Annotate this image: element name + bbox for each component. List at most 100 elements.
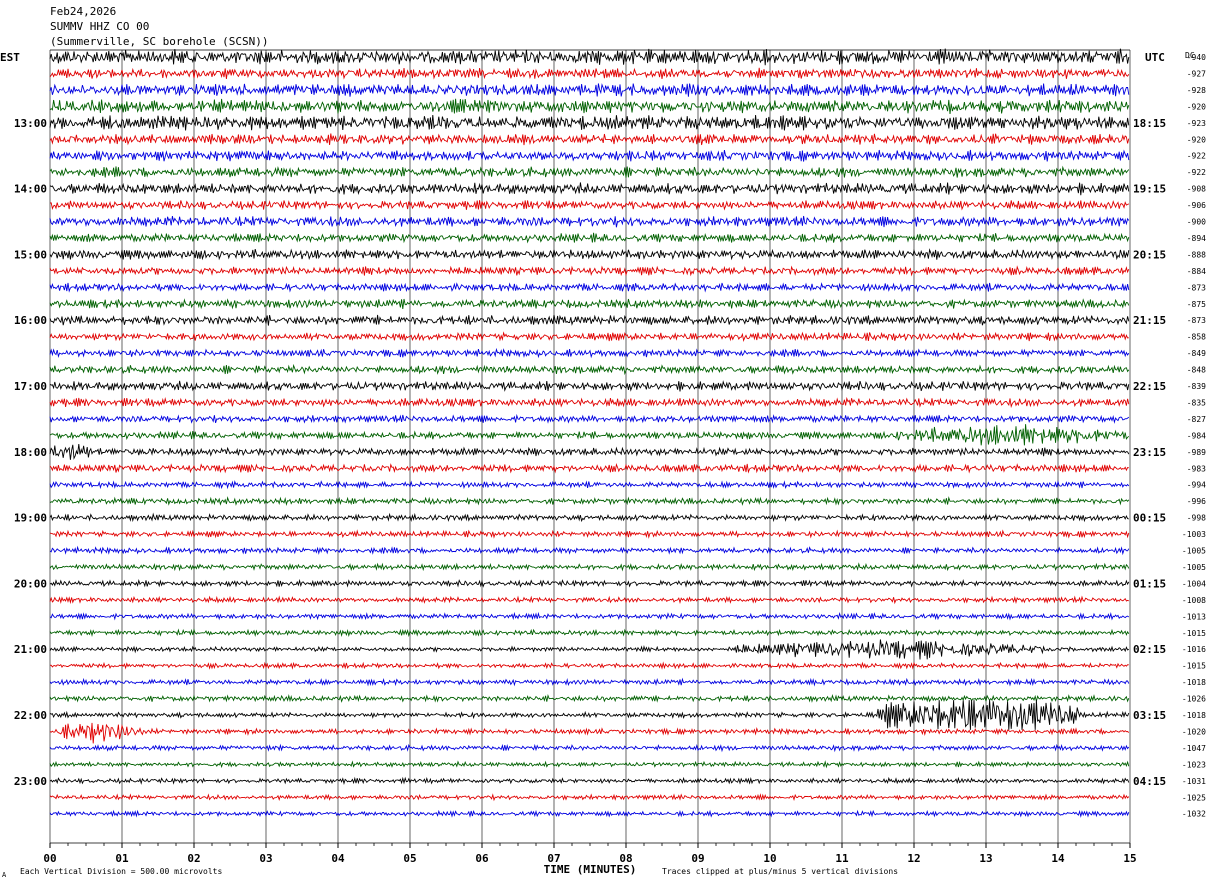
trace-row bbox=[49, 793, 1130, 802]
trace-row bbox=[49, 114, 1130, 131]
x-tick-label: 14 bbox=[1051, 852, 1065, 865]
dc-offset-label: -920 bbox=[1187, 135, 1206, 144]
trace-row bbox=[49, 661, 1129, 670]
trace-row bbox=[49, 809, 1130, 818]
trace-row bbox=[49, 98, 1130, 114]
dc-offset-label: -922 bbox=[1187, 152, 1206, 161]
x-tick-label: 03 bbox=[259, 852, 272, 865]
trace-layer bbox=[49, 48, 1130, 818]
dc-offset-label: -940 bbox=[1187, 53, 1206, 62]
trace-row bbox=[49, 700, 1130, 730]
hour-label-left: 22:00 bbox=[14, 709, 47, 722]
station-label: SUMMV HHZ CO 00 bbox=[50, 20, 150, 33]
dc-offset-label: -927 bbox=[1187, 69, 1206, 78]
hour-label-left: 19:00 bbox=[14, 512, 47, 525]
dc-offset-label: -873 bbox=[1187, 283, 1206, 292]
date-label: Feb24,2026 bbox=[50, 5, 117, 18]
dc-offset-label: -994 bbox=[1187, 481, 1206, 490]
dc-offset-label: -1008 bbox=[1182, 596, 1206, 605]
trace-row bbox=[49, 760, 1130, 769]
trace-row bbox=[49, 248, 1130, 261]
dc-offset-label: -1032 bbox=[1182, 810, 1206, 819]
dc-offset-label: -1018 bbox=[1182, 711, 1206, 720]
x-tick-label: 08 bbox=[619, 852, 632, 865]
dc-offset-label: -849 bbox=[1187, 349, 1206, 358]
trace-row bbox=[49, 232, 1130, 244]
dc-offset-label: -1005 bbox=[1182, 563, 1206, 572]
dc-column-label: DC bbox=[1185, 51, 1195, 60]
trace-row bbox=[49, 677, 1130, 687]
x-tick-label: 01 bbox=[115, 852, 129, 865]
hour-label-left: 23:00 bbox=[14, 775, 47, 788]
trace-row bbox=[49, 628, 1130, 638]
dc-offset-label: -1031 bbox=[1182, 777, 1206, 786]
hour-label-left: 21:00 bbox=[14, 643, 47, 656]
trace-row bbox=[49, 639, 1130, 660]
dc-offset-label: -835 bbox=[1187, 398, 1206, 407]
hour-label-left: 18:00 bbox=[14, 446, 47, 459]
dc-offset-label: -923 bbox=[1187, 119, 1206, 128]
x-tick-label: 04 bbox=[331, 852, 345, 865]
clip-note: Traces clipped at plus/minus 5 vertical … bbox=[662, 867, 898, 876]
dc-offset-label: -922 bbox=[1187, 168, 1206, 177]
x-tick-label: 06 bbox=[475, 852, 489, 865]
dc-offset-label: -873 bbox=[1187, 316, 1206, 325]
x-tick-label: 10 bbox=[763, 852, 776, 865]
trace-row bbox=[49, 611, 1130, 621]
dc-offset-label: -1047 bbox=[1182, 744, 1206, 753]
trace-row bbox=[49, 529, 1130, 539]
x-tick-label: 15 bbox=[1123, 852, 1136, 865]
dc-offset-label: -1016 bbox=[1182, 645, 1206, 654]
dc-offset-label: -920 bbox=[1187, 102, 1206, 111]
plot-grid bbox=[49, 49, 1131, 848]
hour-label-left: 13:00 bbox=[14, 117, 47, 130]
trace-row bbox=[49, 743, 1130, 753]
hour-label-right: 23:15 bbox=[1133, 446, 1166, 459]
dc-offset-label: -1020 bbox=[1182, 727, 1206, 736]
trace-row bbox=[49, 545, 1130, 556]
trace-row bbox=[49, 512, 1129, 523]
hour-label-right: 03:15 bbox=[1133, 709, 1166, 722]
hour-label-left: 14:00 bbox=[14, 183, 47, 196]
trace-row bbox=[49, 265, 1130, 277]
x-tick-label: 13 bbox=[979, 852, 992, 865]
trace-row bbox=[49, 331, 1129, 342]
trace-row bbox=[49, 462, 1129, 474]
x-tick-label: 05 bbox=[403, 852, 416, 865]
hour-label-right: 19:15 bbox=[1133, 183, 1166, 196]
hour-label-left: 15:00 bbox=[14, 248, 47, 261]
est-zone-label: EST bbox=[0, 51, 20, 64]
dc-offset-label: -1015 bbox=[1182, 662, 1206, 671]
hour-label-right: 04:15 bbox=[1133, 775, 1166, 788]
hour-label-right: 01:15 bbox=[1133, 577, 1166, 590]
trace-row bbox=[49, 480, 1130, 490]
dc-offset-label: -839 bbox=[1187, 382, 1206, 391]
trace-row bbox=[49, 298, 1130, 310]
dc-offset-label: -900 bbox=[1187, 218, 1206, 227]
trace-row bbox=[49, 562, 1130, 572]
dc-offset-label: -894 bbox=[1187, 234, 1206, 243]
label-layer: EST UTC DC 13:00 14:00 15:00 16:00 17:00 18:00 19… bbox=[0, 51, 1206, 879]
dc-offset-label: -1003 bbox=[1182, 530, 1206, 539]
dc-offset-label: -996 bbox=[1187, 497, 1206, 506]
dc-offset-label: -1004 bbox=[1182, 579, 1206, 588]
dc-offset-label: -984 bbox=[1187, 431, 1206, 440]
trace-row bbox=[49, 380, 1130, 392]
trace-row bbox=[49, 133, 1130, 146]
x-axis-title: TIME (MINUTES) bbox=[544, 863, 637, 876]
dc-offset-label: -827 bbox=[1187, 415, 1206, 424]
x-tick-label: 11 bbox=[835, 852, 849, 865]
trace-row bbox=[49, 48, 1130, 66]
hour-label-left: 17:00 bbox=[14, 380, 47, 393]
corner-mark: A bbox=[2, 871, 7, 879]
utc-zone-label: UTC bbox=[1145, 51, 1165, 64]
trace-row bbox=[49, 776, 1130, 785]
location-label: (Summerville, SC borehole (SCSN)) bbox=[50, 35, 269, 48]
dc-offset-label: -906 bbox=[1187, 201, 1206, 210]
dc-offset-label: -1026 bbox=[1182, 695, 1206, 704]
x-tick-label: 12 bbox=[907, 852, 920, 865]
hour-label-left: 20:00 bbox=[14, 577, 47, 590]
trace-row bbox=[49, 165, 1130, 179]
trace-row bbox=[49, 363, 1130, 376]
